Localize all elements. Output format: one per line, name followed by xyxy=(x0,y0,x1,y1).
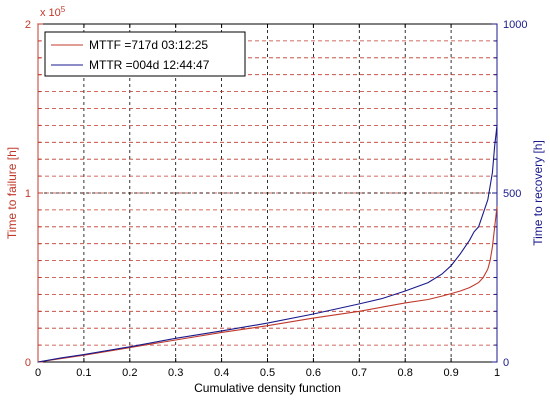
left-axis-exponent: x 105 xyxy=(40,5,66,20)
legend-entry-mttr: MTTR =004d 12:44:47 xyxy=(89,58,210,72)
left-axis-exponent-sup: 5 xyxy=(61,5,66,14)
x-tick-label: 0.8 xyxy=(398,367,413,379)
x-axis-label: Cumulative density function xyxy=(194,381,341,395)
x-tick-label: 0.4 xyxy=(214,367,229,379)
right-axis-ticks: 0 500 1000 xyxy=(492,19,527,369)
x-tick-label: 0.7 xyxy=(352,367,367,379)
legend: MTTF =717d 03:12:25 MTTR =004d 12:44:47 xyxy=(44,31,246,77)
series-line-mttr xyxy=(37,125,498,363)
x-tick-label: 0.6 xyxy=(306,367,321,379)
left-axis-ticks: 0 1 2 xyxy=(25,19,43,369)
x-tick-label: 0.9 xyxy=(443,367,458,379)
legend-box xyxy=(44,31,246,77)
x-axis-ticks: 0 0.1 0.2 0.3 0.4 0.5 0.6 0.7 0.8 0.9 1 xyxy=(35,24,500,379)
right-axis-label: Time to recovery [h] xyxy=(531,140,545,246)
series-group xyxy=(37,125,498,363)
x-tick-label: 0.3 xyxy=(168,367,183,379)
left-axis-exponent-base: x 10 xyxy=(40,7,61,19)
right-tick-label: 0 xyxy=(503,357,509,369)
grid xyxy=(38,24,497,362)
left-axis-label: Time to failure [h] xyxy=(5,147,19,239)
x-tick-label: 1 xyxy=(494,367,500,379)
x-tick-label: 0 xyxy=(35,367,41,379)
series-line-mttf xyxy=(37,206,498,363)
left-tick-label: 1 xyxy=(25,188,31,200)
right-tick-label: 500 xyxy=(503,188,521,200)
left-tick-label: 0 xyxy=(25,357,31,369)
legend-entry-mttf: MTTF =717d 03:12:25 xyxy=(89,38,208,52)
left-tick-label: 2 xyxy=(25,19,31,31)
x-tick-label: 0.2 xyxy=(122,367,137,379)
x-tick-label: 0.1 xyxy=(76,367,91,379)
right-tick-label: 1000 xyxy=(503,19,527,31)
x-tick-label: 0.5 xyxy=(260,367,275,379)
